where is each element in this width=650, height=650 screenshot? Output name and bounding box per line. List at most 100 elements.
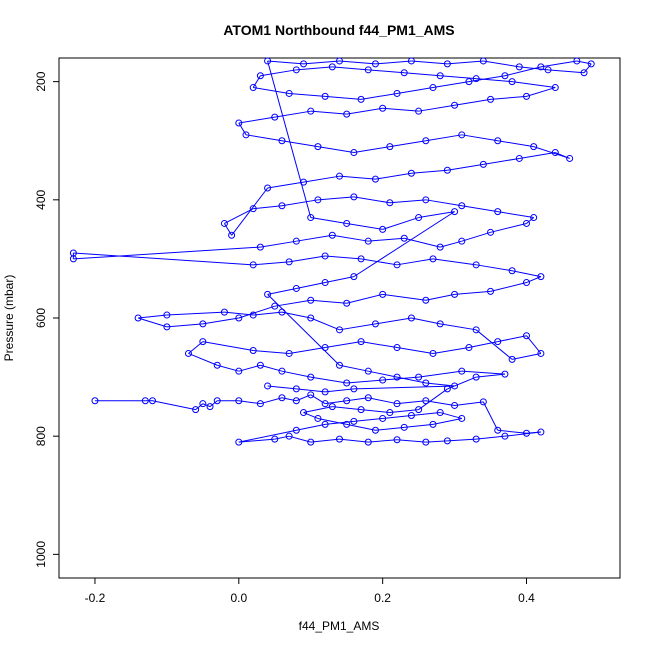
data-point [350, 273, 358, 281]
data-point [271, 302, 279, 310]
x-axis-label: f44_PM1_AMS [299, 619, 380, 633]
data-point [508, 355, 516, 363]
data-point [149, 397, 156, 405]
series-line-segment [375, 172, 412, 180]
series-line-segment [73, 252, 254, 266]
data-point [407, 412, 415, 419]
data-point [242, 131, 250, 139]
data-point [523, 332, 530, 340]
series-line-segment [425, 199, 462, 207]
series-line-segment [310, 299, 347, 304]
data-point [451, 101, 459, 109]
data-point [328, 403, 336, 411]
data-point [537, 63, 545, 71]
series-line-segment [454, 98, 491, 106]
data-point [199, 338, 207, 346]
data-point [400, 234, 408, 242]
series-line-segment [418, 104, 455, 112]
series-line-segment [267, 385, 297, 390]
data-point [371, 320, 379, 328]
data-point [458, 131, 466, 139]
series-line-segment [432, 258, 477, 266]
series-line-segment [137, 317, 168, 328]
data-point [163, 311, 171, 319]
data-point [371, 60, 379, 68]
series-line-segment [497, 140, 534, 148]
data-point [400, 69, 408, 77]
series-line-segment [296, 282, 326, 289]
data-point [472, 326, 480, 334]
series-line-segment [339, 364, 369, 372]
data-point [436, 72, 444, 80]
series-line-segment [281, 397, 297, 402]
data-point [364, 367, 372, 375]
series-line-segment [382, 376, 419, 381]
data-point [443, 385, 451, 393]
series-line-segment [440, 412, 462, 419]
data-point [537, 273, 545, 281]
data-point [321, 344, 329, 352]
series-line-segment [425, 293, 455, 301]
series-line-segment [310, 438, 340, 443]
series-line-segment [368, 237, 405, 242]
series-line-segment [533, 146, 570, 159]
data-point [436, 409, 444, 417]
series-line-segment [267, 294, 340, 366]
series-line-segment [382, 217, 419, 230]
x-tick-label: 0.0 [230, 591, 247, 605]
series-line-segment [238, 122, 247, 136]
series-line-segment [253, 261, 290, 266]
series-line-segment [490, 222, 527, 233]
data-point [386, 409, 394, 417]
data-point [336, 57, 343, 65]
series-line-segment [209, 400, 218, 408]
data-point [494, 338, 502, 346]
data-point [407, 314, 415, 322]
data-point [429, 255, 437, 263]
data-point [400, 423, 408, 431]
series-line-segment [432, 81, 470, 89]
series-line-segment [245, 134, 283, 142]
series-line-segment [252, 75, 261, 88]
data-point [523, 279, 530, 287]
series-line-segment [223, 223, 233, 236]
data-point [422, 196, 430, 204]
series-line-segment [346, 397, 369, 402]
series-line-segment [325, 276, 354, 284]
data-point [501, 432, 509, 440]
data-point [321, 92, 329, 100]
data-point [472, 75, 480, 83]
series-line-segment [274, 299, 311, 307]
data-point [443, 437, 451, 445]
data-point [515, 154, 523, 162]
series-line-segment [447, 438, 477, 442]
data-point [199, 400, 207, 408]
data-point [321, 420, 329, 428]
series-line-segment [497, 429, 527, 434]
data-point [371, 175, 379, 183]
data-point [515, 63, 523, 71]
y-tick-label: 600 [34, 308, 48, 328]
data-point [256, 243, 264, 251]
series-line-segment [325, 388, 354, 393]
data-point [285, 89, 293, 97]
series-line-segment [346, 293, 383, 304]
series-line-segment [368, 370, 398, 378]
series-line-segment [303, 175, 340, 183]
series-line-segment [490, 95, 527, 100]
series-line-segment [411, 317, 441, 325]
series-line-segment [260, 397, 283, 405]
data-point [443, 166, 451, 174]
data-point [487, 228, 495, 236]
series-line-segment [317, 417, 347, 425]
data-point [314, 414, 322, 422]
y-tick-label: 1000 [34, 541, 48, 568]
series-line-segment [468, 341, 498, 349]
data-point [393, 344, 401, 352]
x-tick-label: -0.2 [85, 591, 106, 605]
series-line-segment [497, 211, 534, 219]
data-point [429, 420, 437, 428]
data-point [199, 320, 207, 328]
series-line-segment [310, 376, 347, 384]
series-line-segment [368, 69, 405, 74]
